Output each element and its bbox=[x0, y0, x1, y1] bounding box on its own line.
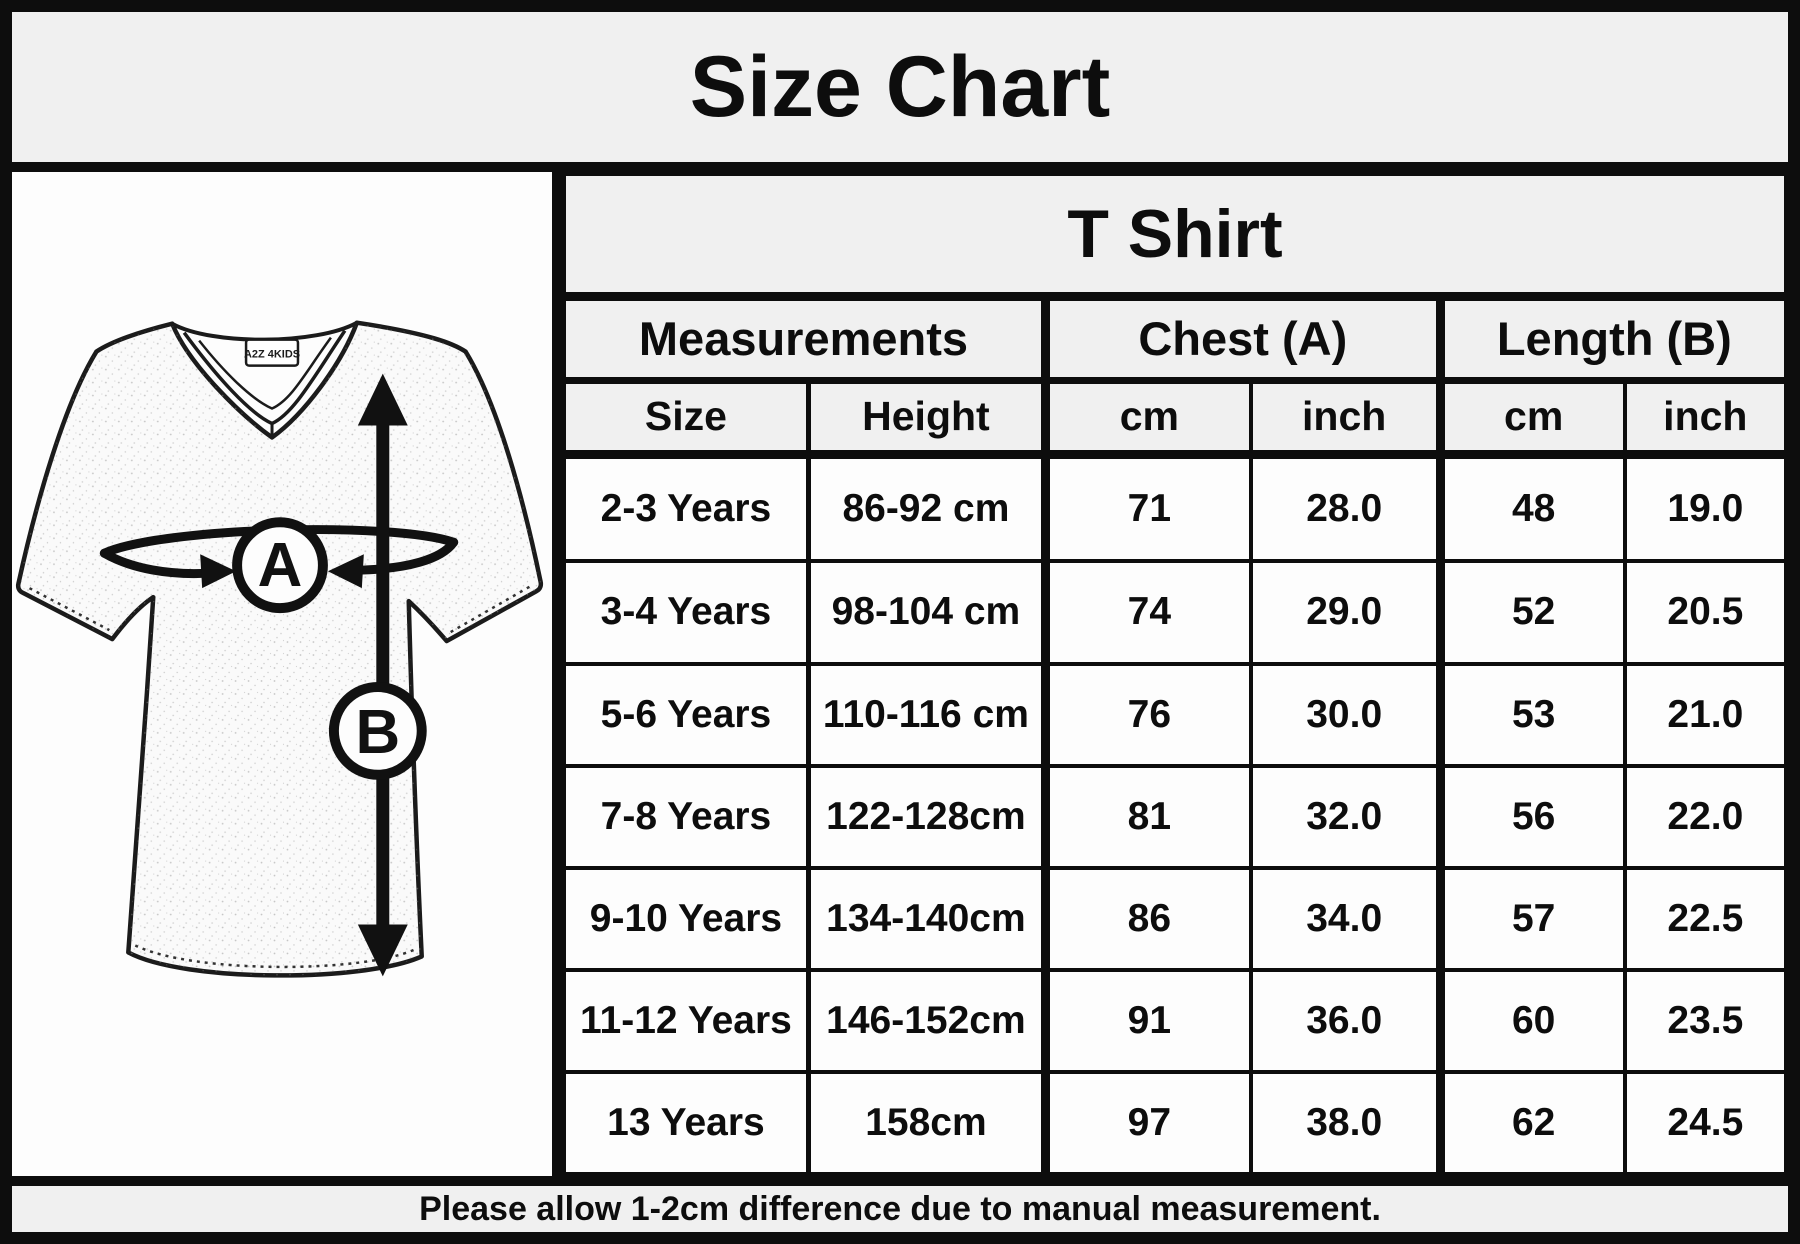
table-cell-length-inch: 23.5 bbox=[1622, 967, 1789, 1074]
page-title: Size Chart bbox=[689, 38, 1111, 135]
column-header-length-inch: inch bbox=[1622, 378, 1789, 459]
tshirt-diagram-panel: A2Z 4KIDS A bbox=[12, 172, 552, 1176]
product-header: T Shirt bbox=[562, 172, 1788, 301]
size-table: T Shirt Measurements Chest (A) Length (B… bbox=[561, 172, 1789, 1177]
table-cell-length-inch: 21.0 bbox=[1622, 661, 1789, 768]
collar-brand-text: A2Z 4KIDS bbox=[244, 349, 300, 361]
table-cell-chest-cm: 76 bbox=[1040, 661, 1253, 768]
table-cell-length-cm: 56 bbox=[1435, 763, 1627, 870]
table-cell-chest-inch: 38.0 bbox=[1248, 1069, 1443, 1177]
table-row: 9-10 Years 134-140cm 86 34.0 57 22.5 bbox=[561, 865, 1789, 972]
chest-label-badge: A bbox=[232, 517, 328, 614]
table-cell-height: 122-128cm bbox=[805, 763, 1048, 870]
size-table-body: 2-3 Years 86-92 cm 71 28.0 48 19.0 3-4 Years 98… bbox=[561, 451, 1789, 1177]
table-row: 2-3 Years 86-92 cm 71 28.0 48 19.0 bbox=[561, 451, 1789, 564]
table-cell-size: 2-3 Years bbox=[561, 451, 811, 564]
column-header-chest-inch: inch bbox=[1248, 378, 1443, 459]
table-cell-height: 134-140cm bbox=[805, 865, 1048, 972]
table-row: 5-6 Years 110-116 cm 76 30.0 53 21.0 bbox=[561, 661, 1789, 768]
table-row: 13 Years 158cm 97 38.0 62 24.5 bbox=[561, 1069, 1789, 1177]
column-header-height: Height bbox=[805, 378, 1048, 459]
table-row: 11-12 Years 146-152cm 91 36.0 60 23.5 bbox=[561, 967, 1789, 1074]
table-cell-chest-inch: 32.0 bbox=[1248, 763, 1443, 870]
table-cell-length-cm: 60 bbox=[1435, 967, 1627, 1074]
table-cell-chest-cm: 86 bbox=[1040, 865, 1253, 972]
table-cell-size: 9-10 Years bbox=[561, 865, 811, 972]
table-cell-length-cm: 62 bbox=[1435, 1069, 1627, 1177]
table-cell-chest-inch: 30.0 bbox=[1248, 661, 1443, 768]
table-cell-chest-cm: 91 bbox=[1040, 967, 1253, 1074]
column-header-size: Size bbox=[561, 378, 811, 459]
column-header-chest-cm: cm bbox=[1040, 378, 1253, 459]
table-cell-height: 86-92 cm bbox=[805, 451, 1048, 564]
table-row: 7-8 Years 122-128cm 81 32.0 56 22.0 bbox=[561, 763, 1789, 870]
table-cell-chest-inch: 36.0 bbox=[1248, 967, 1443, 1074]
table-cell-chest-cm: 81 bbox=[1040, 763, 1253, 870]
table-cell-chest-inch: 29.0 bbox=[1248, 559, 1443, 666]
table-cell-chest-cm: 71 bbox=[1040, 451, 1253, 564]
size-table-panel: T Shirt Measurements Chest (A) Length (B… bbox=[561, 172, 1789, 1177]
footer-bar: Please allow 1-2cm difference due to man… bbox=[12, 1186, 1788, 1232]
table-cell-height: 146-152cm bbox=[805, 967, 1048, 1074]
section-header-length: Length (B) bbox=[1435, 294, 1788, 384]
tshirt-outline-icon bbox=[15, 320, 544, 978]
table-cell-height: 98-104 cm bbox=[805, 559, 1048, 666]
table-cell-length-cm: 48 bbox=[1435, 451, 1627, 564]
table-cell-length-cm: 57 bbox=[1435, 865, 1627, 972]
table-cell-length-inch: 20.5 bbox=[1622, 559, 1789, 666]
footer-note: Please allow 1-2cm difference due to man… bbox=[419, 1189, 1381, 1228]
table-cell-size: 5-6 Years bbox=[561, 661, 811, 768]
table-cell-size: 7-8 Years bbox=[561, 763, 811, 870]
table-cell-length-inch: 22.5 bbox=[1622, 865, 1789, 972]
length-label-badge: B bbox=[328, 681, 427, 780]
title-bar: Size Chart bbox=[12, 12, 1788, 162]
table-cell-height: 158cm bbox=[805, 1069, 1048, 1177]
length-label: B bbox=[355, 698, 400, 767]
table-cell-chest-inch: 34.0 bbox=[1248, 865, 1443, 972]
table-cell-size: 13 Years bbox=[561, 1069, 811, 1177]
section-header-measurements: Measurements bbox=[561, 294, 1048, 384]
table-cell-chest-cm: 97 bbox=[1040, 1069, 1253, 1177]
table-cell-length-cm: 53 bbox=[1435, 661, 1627, 768]
table-row: 3-4 Years 98-104 cm 74 29.0 52 20.5 bbox=[561, 559, 1789, 666]
table-cell-chest-inch: 28.0 bbox=[1248, 451, 1443, 564]
tshirt-diagram: A2Z 4KIDS A bbox=[15, 320, 544, 978]
table-cell-length-cm: 52 bbox=[1435, 559, 1627, 666]
length-measure-arrow-icon bbox=[357, 373, 408, 977]
table-cell-length-inch: 22.0 bbox=[1622, 763, 1789, 870]
table-cell-length-inch: 19.0 bbox=[1622, 451, 1789, 564]
table-cell-height: 110-116 cm bbox=[805, 661, 1048, 768]
content-area: A2Z 4KIDS A bbox=[12, 172, 1789, 1177]
column-header-length-cm: cm bbox=[1435, 378, 1627, 459]
collar-brand-label: A2Z 4KIDS bbox=[244, 338, 300, 367]
chest-label: A bbox=[258, 531, 303, 600]
table-cell-size: 3-4 Years bbox=[561, 559, 811, 666]
section-header-chest: Chest (A) bbox=[1040, 294, 1443, 384]
table-cell-size: 11-12 Years bbox=[561, 967, 811, 1074]
table-cell-chest-cm: 74 bbox=[1040, 559, 1253, 666]
table-cell-length-inch: 24.5 bbox=[1622, 1069, 1789, 1177]
